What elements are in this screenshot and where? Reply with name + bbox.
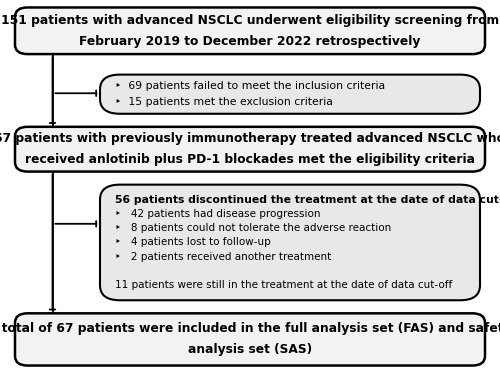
Text: ‣   42 patients had disease progression: ‣ 42 patients had disease progression [115,209,320,219]
FancyBboxPatch shape [100,75,480,114]
Text: 11 patients were still in the treatment at the date of data cut-off: 11 patients were still in the treatment … [115,280,452,290]
Text: 151 patients with advanced NSCLC underwent eligibility screening from
February 2: 151 patients with advanced NSCLC underwe… [1,14,499,48]
FancyBboxPatch shape [100,185,480,300]
FancyBboxPatch shape [15,127,485,172]
Text: ‣   2 patients received another treatment: ‣ 2 patients received another treatment [115,252,331,261]
Text: A total of 67 patients were included in the full analysis set (FAS) and safety
a: A total of 67 patients were included in … [0,322,500,357]
Text: ‣  69 patients failed to meet the inclusion criteria
‣  15 patients met the excl: ‣ 69 patients failed to meet the inclusi… [115,81,385,107]
Text: ‣   4 patients lost to follow-up: ‣ 4 patients lost to follow-up [115,238,271,247]
Text: ‣   8 patients could not tolerate the adverse reaction: ‣ 8 patients could not tolerate the adve… [115,223,391,233]
FancyBboxPatch shape [15,7,485,54]
FancyBboxPatch shape [15,313,485,366]
Text: 56 patients discontinued the treatment at the date of data cut-off: 56 patients discontinued the treatment a… [115,195,500,205]
Text: 67 patients with previously immunotherapy treated advanced NSCLC who
received an: 67 patients with previously immunotherap… [0,132,500,166]
